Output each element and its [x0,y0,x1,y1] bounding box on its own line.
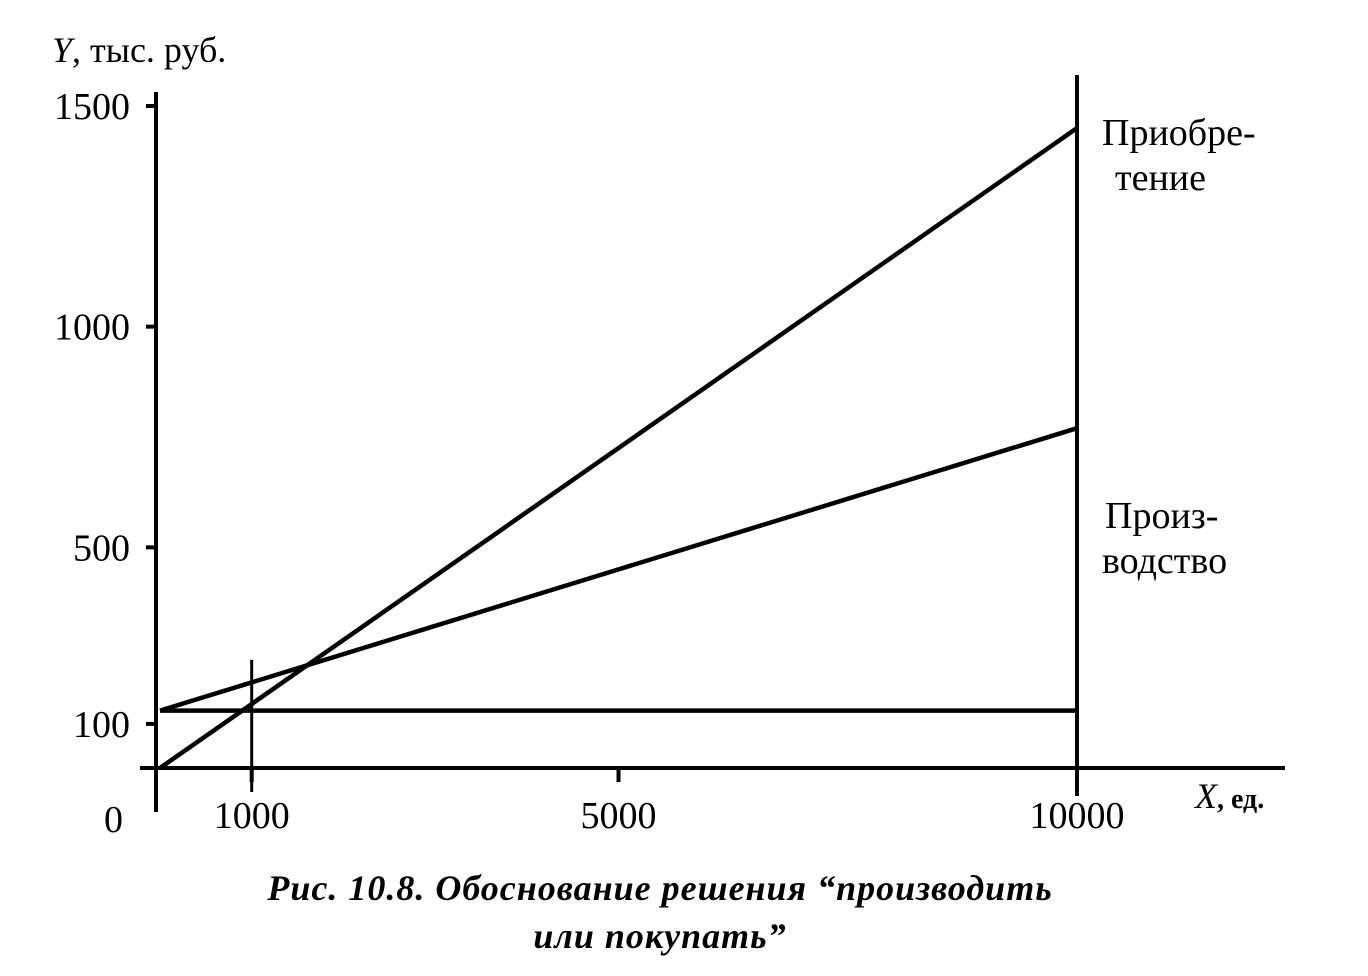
origin-label: 0 [104,799,123,841]
y-axis-unit: , тыс. руб. [72,30,226,70]
series-label-production: Произ- водство [1102,495,1228,582]
y-tick-label-1500: 1500 [54,86,130,128]
x-tick-label-10000: 10000 [1030,795,1125,837]
series-group [158,126,1079,770]
series-production-line [159,426,1078,713]
x-tick-group: 1000 5000 10000 [214,768,1125,837]
series-label-purchase: Приобре- тение [1102,112,1265,199]
x-tick-label-1000: 1000 [214,795,290,837]
x-axis-unit: , ед. [1217,784,1264,815]
y-axis-title: Y, тыс. руб. [52,30,226,70]
y-tick-label-500: 500 [73,527,130,569]
figure-caption-line2: или покупать” [533,916,786,956]
series-purchase-line [158,126,1079,770]
series-label-purchase-line2: тение [1115,157,1206,199]
figure-caption-line1: Рис. 10.8. Обоснование решения “производ… [266,868,1052,908]
y-tick-label-100: 100 [73,704,130,746]
series-label-production-line2: водство [1102,540,1227,582]
x-tick-label-5000: 5000 [581,795,657,837]
y-tick-group: 100 500 1000 1500 [54,86,156,746]
y-axis-variable: Y [52,30,76,70]
series-label-production-line1: Произ- [1105,495,1218,537]
x-axis-title: X, ед. [1193,776,1264,816]
y-tick-label-1000: 1000 [54,307,130,349]
x-axis-variable: X [1193,776,1219,816]
series-label-purchase-line1: Приобре- [1102,112,1256,154]
